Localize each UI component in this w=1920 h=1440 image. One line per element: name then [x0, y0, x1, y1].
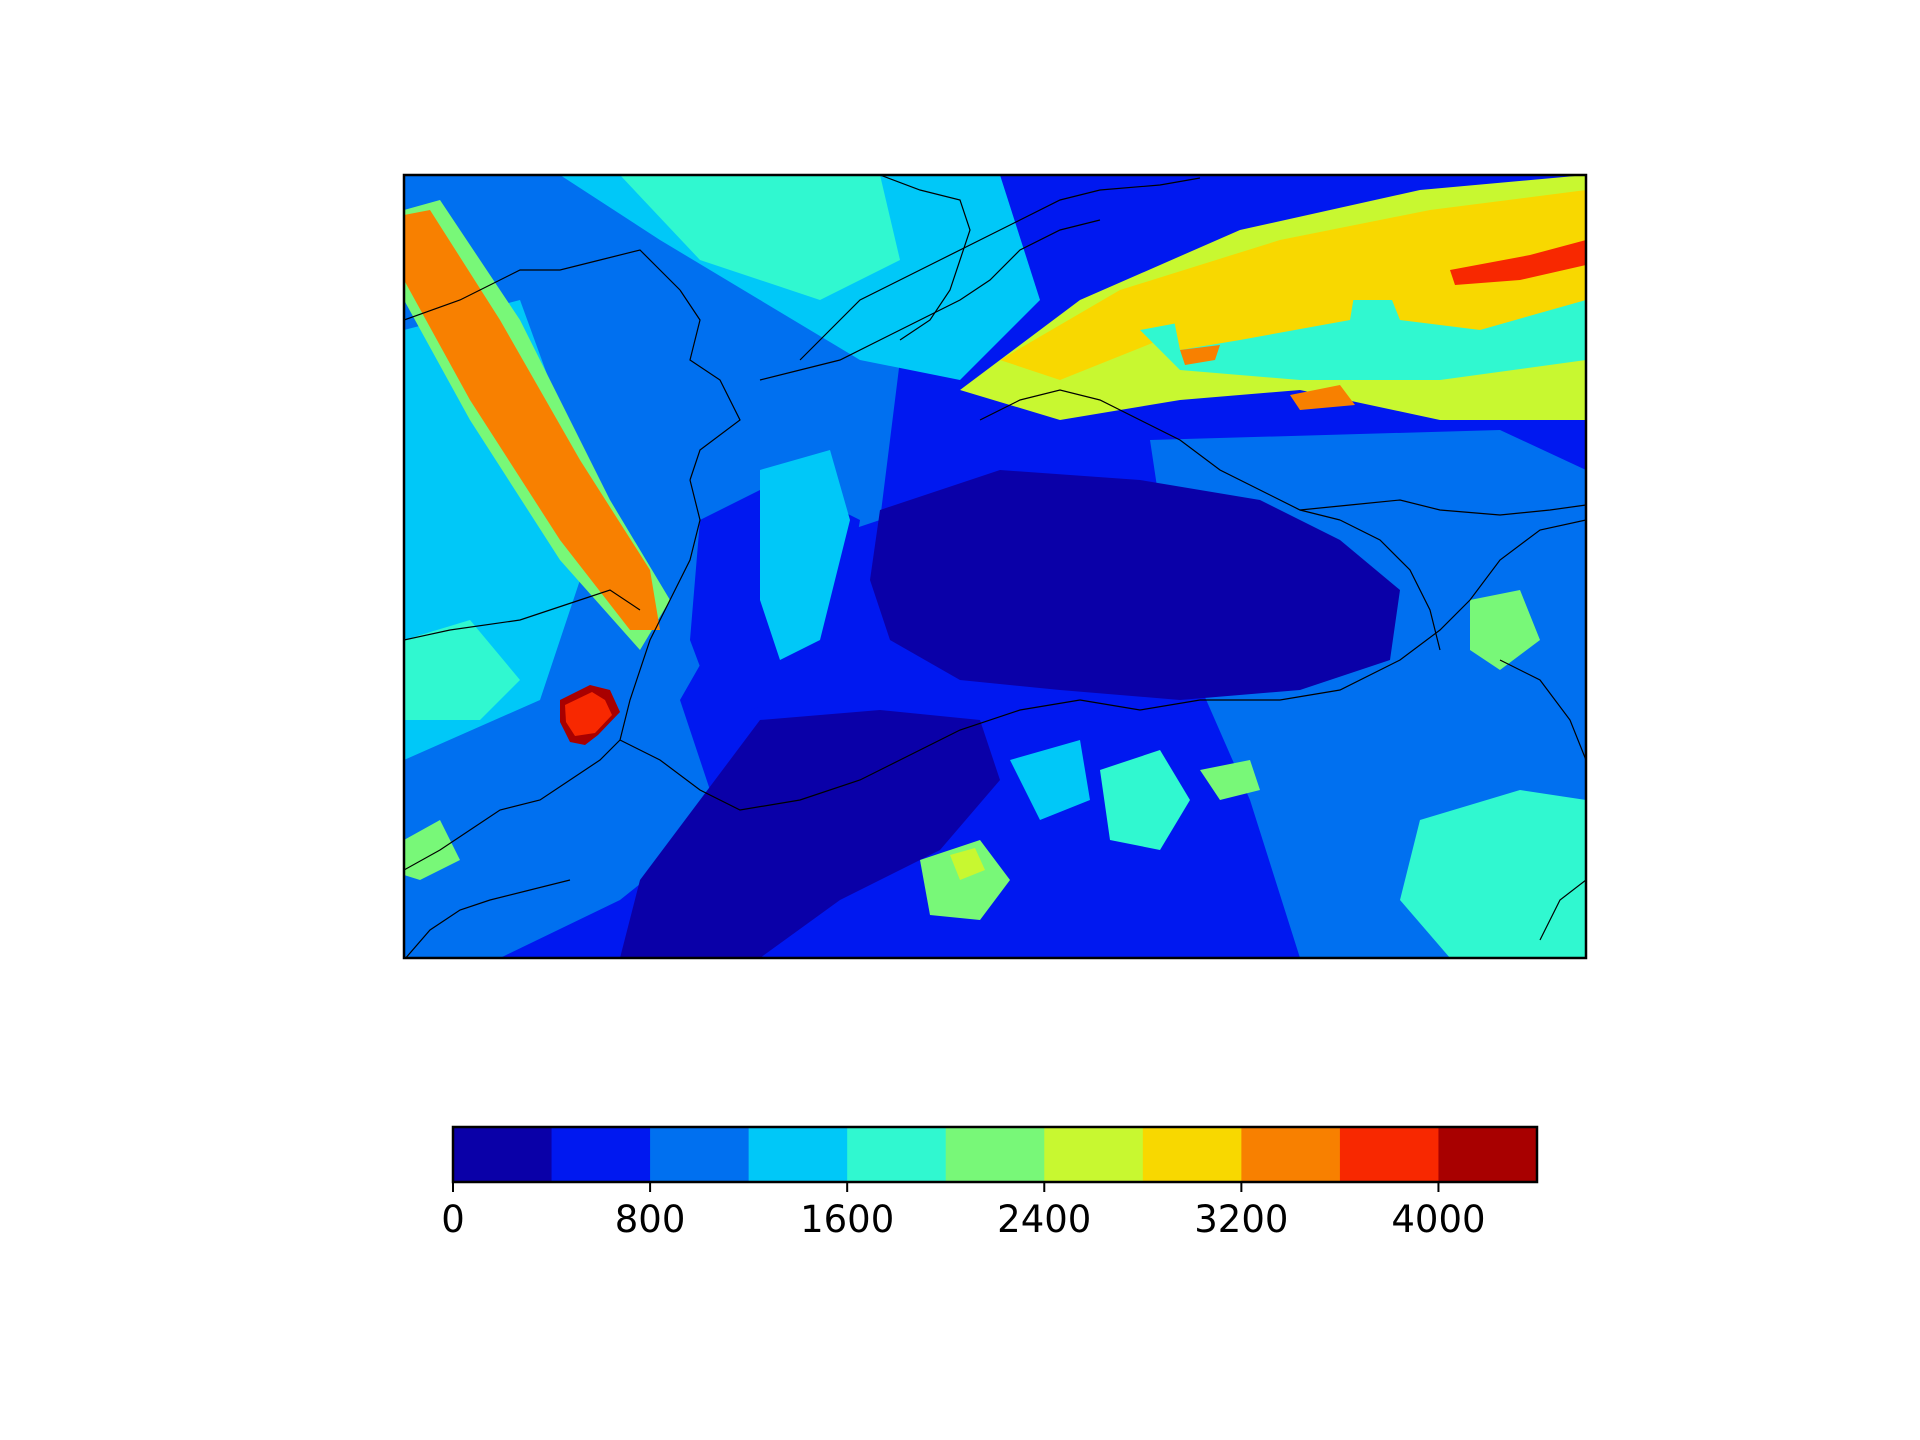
border-line [404, 879, 571, 958]
map-panel [404, 175, 1586, 958]
colorbar-bin [1438, 1127, 1538, 1182]
field-scatter-se [1470, 590, 1540, 670]
colorbar-tick-label: 3200 [1194, 1198, 1288, 1241]
colorbar-tick-label: 0 [441, 1198, 465, 1241]
field-scatter-se [920, 840, 1010, 920]
field-band-nw [404, 215, 640, 610]
field-max-ne [1290, 385, 1355, 410]
field-max-ne [1450, 240, 1586, 285]
field-low [870, 470, 1400, 700]
colorbar-tick-label: 1600 [800, 1198, 894, 1241]
field-scatter-se [950, 848, 985, 880]
colorbar-bin [1339, 1127, 1439, 1182]
map-frame [402, 173, 1588, 960]
colorbar-bin [453, 1127, 553, 1182]
border-line [1499, 659, 1586, 761]
border-line [619, 479, 701, 741]
field-scatter-sw [404, 620, 520, 720]
colorbar-tick-label: 2400 [997, 1198, 1091, 1241]
colorbar-bin [1241, 1127, 1341, 1182]
field-scatter-sw [404, 820, 460, 880]
field-low [760, 450, 850, 660]
border-line [759, 219, 1101, 381]
colorbar-tick-label: 4000 [1391, 1198, 1485, 1241]
field-scatter-se [1200, 760, 1260, 800]
colorbar-bins [453, 1127, 1538, 1182]
colorbar-bin [748, 1127, 848, 1182]
field-scatter-se [1400, 790, 1586, 958]
field-features [404, 175, 1586, 958]
field-low [620, 710, 1000, 958]
border-line [979, 389, 1341, 521]
border-line [879, 175, 971, 341]
border-line [1299, 499, 1586, 516]
field-max-sw [565, 692, 612, 736]
colorbar-frame [451, 1125, 1539, 1184]
border-line [619, 699, 1081, 811]
field-region [620, 175, 900, 300]
border-line [404, 589, 641, 641]
colorbar-tick-label: 800 [615, 1198, 686, 1241]
field-scatter-se [1010, 740, 1090, 820]
colorbar: 0 800 1600 2400 3200 4000 [441, 1125, 1539, 1241]
border-line [1339, 519, 1441, 651]
colorbar-bin [551, 1127, 651, 1182]
border-line [679, 289, 741, 481]
border-line [404, 249, 681, 321]
border-line [799, 177, 1201, 361]
colorbar-bin [650, 1127, 750, 1182]
colorbar-bin [1044, 1127, 1144, 1182]
border-line [404, 739, 621, 871]
colorbar-bin [945, 1127, 1045, 1182]
border-line [1539, 879, 1586, 941]
border-line [1079, 519, 1586, 711]
colorbar-ticks: 0 800 1600 2400 3200 4000 [441, 1182, 1486, 1241]
colorbar-bin [847, 1127, 947, 1182]
field-max-ne [1180, 345, 1220, 365]
colorbar-bin [1142, 1127, 1242, 1182]
field-band-ne [1170, 260, 1360, 350]
country-borders [404, 175, 1586, 958]
field-scatter-se [1100, 750, 1190, 850]
